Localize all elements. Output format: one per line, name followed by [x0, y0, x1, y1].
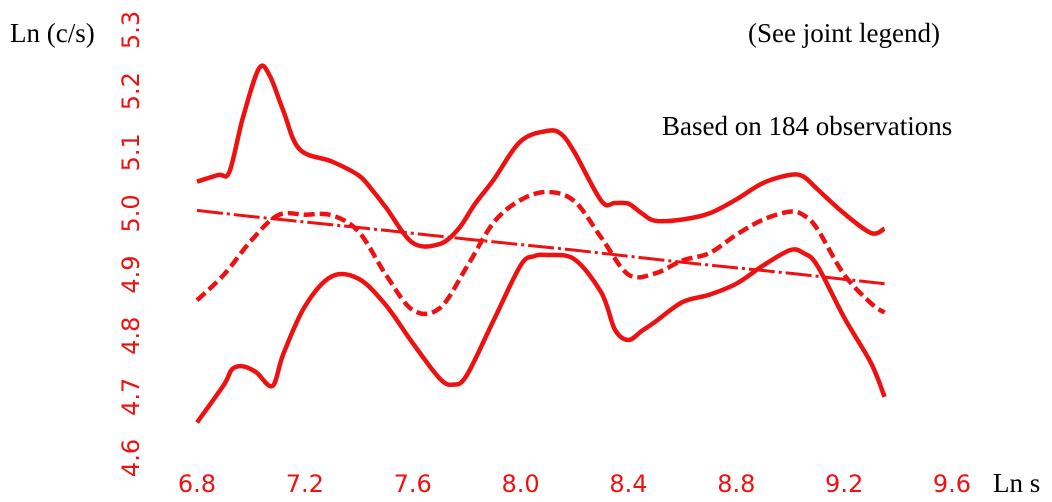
y-tick-label: 4.6 — [117, 439, 145, 477]
x-tick-label: 9.2 — [825, 470, 863, 498]
x-tick-label: 7.2 — [286, 470, 324, 498]
x-tick-label: 8.4 — [609, 470, 647, 498]
observations-note: Based on 184 observations — [662, 111, 952, 141]
y-axis-title: Ln (c/s) — [10, 18, 95, 48]
linear-fit-dashdot-line — [196, 208, 885, 286]
x-tick-label: 8.8 — [717, 470, 755, 498]
x-axis-title: Ln s — [993, 468, 1040, 498]
y-tick-label: 5.3 — [117, 11, 145, 49]
y-tick-label: 5.1 — [117, 133, 145, 171]
lower-bound-line — [195, 247, 887, 424]
y-tick-labels: 4.6 4.7 4.8 4.9 5.0 5.1 5.2 5.3 — [117, 11, 145, 477]
y-tick-label: 5.2 — [117, 72, 145, 110]
y-tick-label: 4.9 — [117, 255, 145, 293]
upper-bound-line — [196, 63, 886, 249]
y-tick-label: 4.7 — [117, 378, 145, 416]
x-tick-label: 7.6 — [394, 470, 432, 498]
y-tick-label: 5.0 — [117, 194, 145, 232]
legend-note: (See joint legend) — [748, 18, 940, 48]
x-tick-label: 6.8 — [178, 470, 216, 498]
x-tick-label: 9.6 — [933, 470, 971, 498]
series-layer — [195, 63, 887, 424]
x-tick-labels: 6.8 7.2 7.6 8.0 8.4 8.8 9.2 9.6 — [178, 470, 971, 498]
x-tick-label: 8.0 — [501, 470, 539, 498]
y-tick-label: 4.8 — [117, 317, 145, 355]
